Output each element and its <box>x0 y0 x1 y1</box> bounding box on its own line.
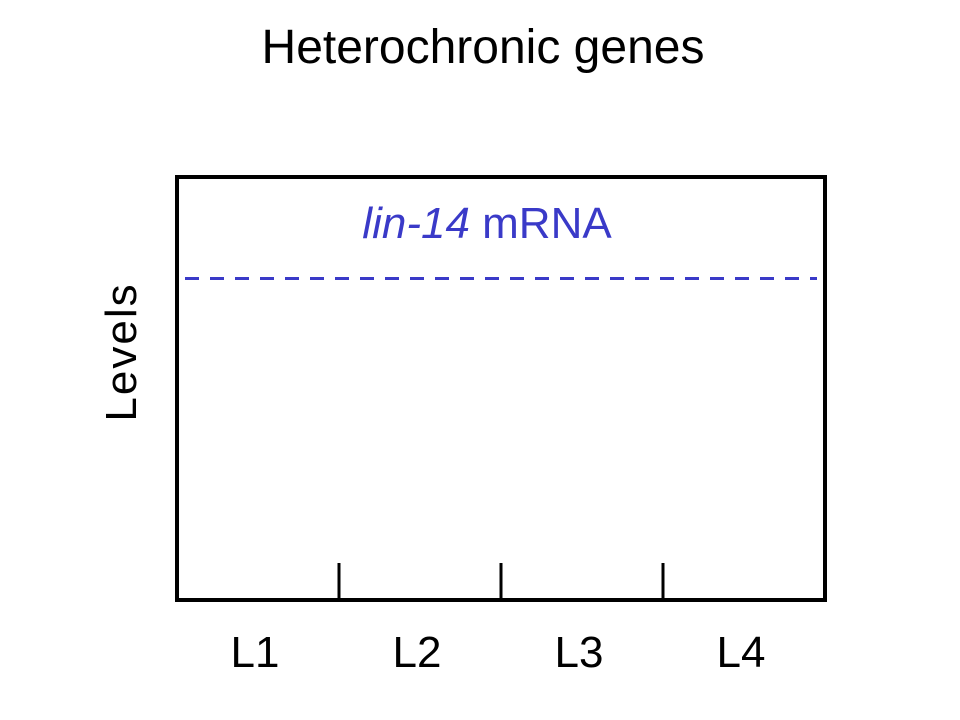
x-tick-labels: L1 L2 L3 L4 <box>231 628 766 677</box>
stage-dividers <box>337 563 665 600</box>
chart-title: Heterochronic genes <box>261 21 705 74</box>
series-label-rest: mRNA <box>470 199 612 248</box>
x-tick-label-l3: L3 <box>555 628 604 677</box>
x-tick-label-l4: L4 <box>717 628 766 677</box>
x-tick-label-l2: L2 <box>393 628 442 677</box>
y-axis-label: Levels <box>97 282 146 421</box>
x-tick-label-l1: L1 <box>231 628 280 677</box>
series-label-lin14-mrna: lin-14 mRNA <box>362 199 612 248</box>
series-label-italic: lin-14 <box>362 199 470 248</box>
